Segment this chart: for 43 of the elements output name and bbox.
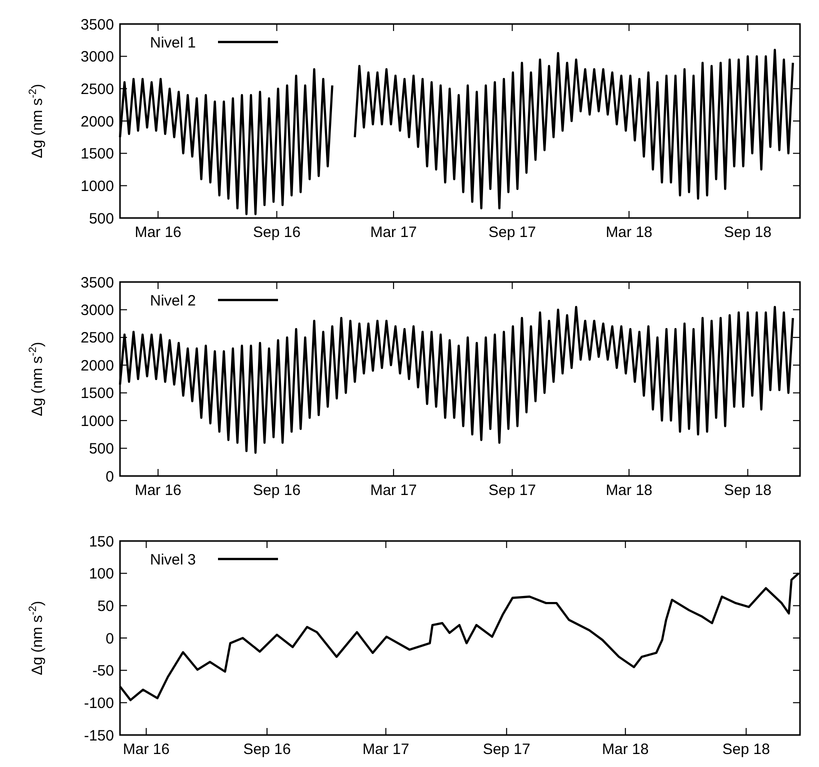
x-tick-label: Sep 18 <box>724 482 772 499</box>
y-tick-label: -100 <box>84 694 114 712</box>
y-tick-label: 2000 <box>80 357 114 374</box>
x-tick-label: Sep 17 <box>488 482 536 499</box>
x-tick-label: Sep 18 <box>724 224 772 241</box>
y-tick-label: 0 <box>106 630 114 648</box>
x-tick-label: Mar 18 <box>602 741 649 758</box>
y-tick-label: 500 <box>88 210 114 228</box>
legend-label: Nivel 1 <box>150 34 196 52</box>
x-tick-label: Mar 16 <box>122 741 170 758</box>
x-tick-label: Sep 16 <box>243 741 291 758</box>
x-tick-label: Mar 18 <box>606 224 652 241</box>
y-tick-label: 1500 <box>80 146 114 163</box>
y-tick-label: 3500 <box>80 16 114 34</box>
y-tick-label: -150 <box>84 727 114 744</box>
y-tick-label: 100 <box>88 566 114 583</box>
x-tick-label: Sep 17 <box>488 224 536 241</box>
y-tick-label: 500 <box>88 440 114 458</box>
x-tick-label: Sep 16 <box>253 482 301 499</box>
y-tick-label: 3000 <box>80 48 114 66</box>
y-tick-label: 1000 <box>80 412 114 430</box>
x-tick-label: Mar 18 <box>606 482 652 499</box>
y-tick-label: 1000 <box>80 178 114 195</box>
y-tick-label: 3500 <box>80 274 114 292</box>
y-tick-label: 2500 <box>80 80 114 98</box>
y-tick-label: 150 <box>88 533 114 550</box>
y-tick-label: -50 <box>92 662 114 680</box>
y-tick-label: 2500 <box>80 330 114 347</box>
x-tick-label: Mar 16 <box>134 224 182 241</box>
y-tick-label: 50 <box>97 598 114 615</box>
x-tick-label: Sep 16 <box>253 224 301 241</box>
y-tick-label: 2000 <box>80 113 114 130</box>
y-tick-label: 3000 <box>80 302 114 319</box>
x-tick-label: Mar 16 <box>134 482 182 499</box>
x-tick-label: Mar 17 <box>370 224 417 241</box>
legend-label: Nivel 3 <box>150 551 196 568</box>
x-tick-label: Mar 17 <box>362 741 410 758</box>
x-tick-label: Sep 18 <box>722 741 770 758</box>
x-tick-label: Sep 17 <box>482 741 530 758</box>
x-tick-label: Mar 17 <box>370 482 417 499</box>
y-tick-label: 1500 <box>80 385 114 402</box>
y-tick-label: 0 <box>106 468 114 486</box>
legend-label: Nivel 2 <box>150 292 196 310</box>
